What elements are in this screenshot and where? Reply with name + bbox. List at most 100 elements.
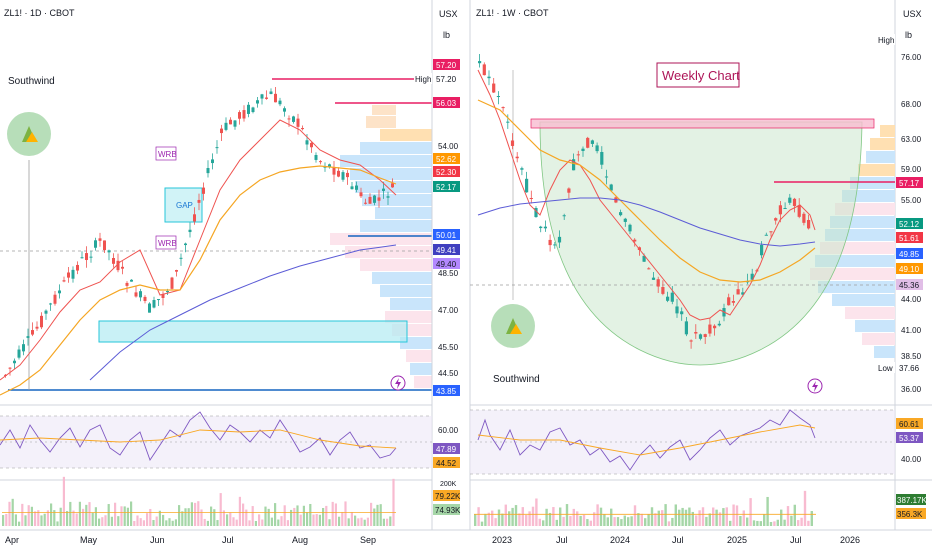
candle bbox=[62, 280, 66, 282]
volume-bar bbox=[620, 519, 623, 526]
weekly-time-label: 2024 bbox=[610, 535, 630, 545]
svg-text:57.17: 57.17 bbox=[899, 179, 920, 188]
volume-bar bbox=[501, 513, 504, 526]
svg-text:37.66: 37.66 bbox=[899, 364, 920, 373]
volume-bar bbox=[667, 521, 671, 526]
candle bbox=[143, 296, 147, 302]
candle bbox=[179, 257, 183, 259]
ma-orange bbox=[0, 165, 397, 396]
weekly-price-axis: 44.00 bbox=[901, 295, 922, 304]
candle bbox=[161, 293, 165, 298]
candle bbox=[792, 198, 797, 206]
volume-bar bbox=[34, 511, 37, 526]
volume-bar bbox=[181, 511, 184, 526]
price-tag: 52.17 bbox=[433, 181, 460, 192]
volume-bar bbox=[654, 513, 657, 526]
volume-bar bbox=[576, 511, 579, 526]
volume-bar bbox=[290, 509, 293, 526]
volume-bar bbox=[325, 505, 328, 526]
candle bbox=[623, 218, 627, 222]
candle bbox=[741, 292, 745, 295]
candle bbox=[656, 279, 660, 287]
volume-bar bbox=[98, 518, 101, 526]
volume-bar bbox=[494, 518, 497, 526]
volume-bar bbox=[603, 514, 606, 526]
wrb-label-2: WRB bbox=[158, 239, 177, 248]
weekly-rsi-line bbox=[477, 409, 816, 471]
volume-bar bbox=[633, 505, 637, 526]
volume-bar bbox=[752, 520, 756, 526]
candle bbox=[197, 199, 201, 203]
price-tag: 52.62 bbox=[433, 153, 460, 164]
volume-bar bbox=[165, 520, 168, 526]
volume-bar bbox=[392, 478, 395, 526]
candle bbox=[269, 91, 273, 95]
volume-bar bbox=[274, 503, 277, 526]
price-tag: 57.20 bbox=[433, 59, 460, 70]
candle bbox=[337, 170, 340, 177]
volume-bar bbox=[293, 507, 296, 526]
volume-bar bbox=[484, 513, 487, 526]
volume-bar bbox=[312, 514, 315, 526]
price-tag: 43.85 bbox=[433, 385, 460, 396]
svg-text:52.12: 52.12 bbox=[899, 220, 920, 229]
candle bbox=[694, 332, 698, 334]
candle bbox=[386, 196, 390, 198]
weekly-time-label: 2023 bbox=[492, 535, 512, 545]
brand-label: Southwind bbox=[8, 76, 55, 87]
volume-bar bbox=[30, 506, 33, 526]
candle bbox=[292, 116, 295, 122]
volume-bar bbox=[162, 514, 165, 526]
volume-bar bbox=[514, 505, 518, 526]
volume-bar bbox=[800, 517, 803, 526]
candle bbox=[323, 166, 327, 168]
volume-bar bbox=[315, 514, 318, 526]
candle bbox=[382, 188, 385, 191]
volume-bar bbox=[531, 506, 535, 526]
volume-bar bbox=[258, 514, 261, 526]
volume-bar bbox=[657, 510, 660, 526]
high-label: High bbox=[415, 75, 431, 84]
volume-bar bbox=[152, 520, 155, 526]
volume-bar bbox=[386, 518, 389, 526]
volume-bar bbox=[742, 510, 745, 526]
volume-bar bbox=[357, 518, 360, 526]
weekly-rsi-axis: 40.00 bbox=[901, 455, 922, 464]
volume-bar bbox=[194, 502, 197, 526]
svg-text:52.17: 52.17 bbox=[436, 183, 457, 192]
weekly-ma-orange bbox=[477, 99, 816, 283]
volume-bar bbox=[572, 508, 575, 526]
candle bbox=[251, 107, 255, 113]
candle bbox=[642, 255, 646, 262]
volume-bar bbox=[647, 514, 650, 526]
volume-bar bbox=[270, 517, 273, 526]
volume-bar bbox=[107, 504, 110, 526]
candle bbox=[35, 326, 39, 329]
volume-bar bbox=[586, 519, 589, 526]
svg-text:79.22K: 79.22K bbox=[435, 492, 461, 501]
chart-title-daily: ZL1! · 1D · CBOT bbox=[4, 8, 75, 18]
volume-bar bbox=[613, 517, 616, 526]
candle bbox=[296, 118, 300, 127]
svg-text:47.89: 47.89 bbox=[436, 445, 457, 454]
weekly-price-axis: 68.00 bbox=[901, 100, 922, 109]
volume-bar bbox=[773, 521, 776, 526]
volume-bar bbox=[216, 520, 219, 526]
candle bbox=[572, 159, 576, 171]
volume-bar bbox=[117, 516, 120, 526]
volume-bar bbox=[664, 504, 667, 526]
candle bbox=[807, 219, 811, 229]
volume-bar bbox=[267, 508, 270, 526]
volume-bar bbox=[746, 517, 749, 526]
candle bbox=[553, 244, 557, 246]
volume-bar bbox=[807, 520, 810, 526]
volume-bar bbox=[133, 520, 136, 526]
volume-profile bbox=[330, 105, 432, 388]
candle bbox=[206, 168, 210, 174]
candle bbox=[600, 151, 604, 165]
candle bbox=[31, 330, 34, 335]
weekly-time-label: 2026 bbox=[840, 535, 860, 545]
volume-bar bbox=[178, 505, 181, 526]
volume-bar bbox=[373, 508, 376, 526]
